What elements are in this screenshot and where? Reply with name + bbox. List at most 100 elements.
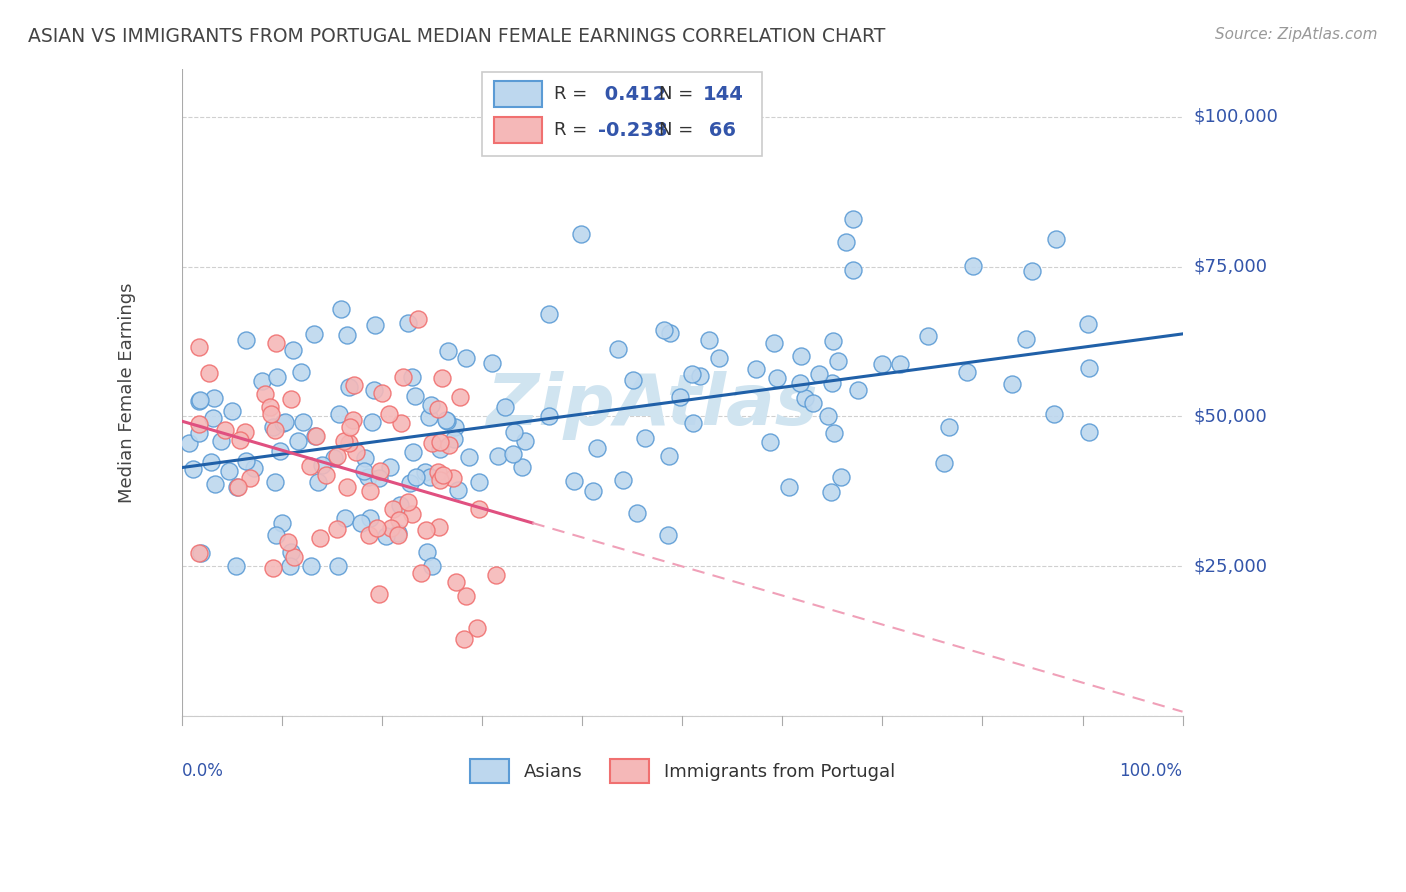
Point [387, 526, 409, 541]
Point [235, 333, 257, 347]
Point [538, 409, 561, 423]
Text: ASIAN VS IMMIGRANTS FROM PORTUGAL MEDIAN FEMALE EARNINGS CORRELATION CHART: ASIAN VS IMMIGRANTS FROM PORTUGAL MEDIAN… [28, 27, 886, 45]
Point [388, 513, 411, 527]
Point [494, 400, 516, 414]
Text: Median Female Earnings: Median Female Earnings [118, 282, 136, 503]
Point [188, 339, 211, 353]
Text: $75,000: $75,000 [1194, 258, 1268, 276]
Point [872, 357, 894, 371]
Point [626, 506, 648, 520]
Point [177, 435, 200, 450]
Point [790, 349, 813, 363]
Point [444, 574, 467, 589]
Point [396, 317, 419, 331]
Legend: Asians, Immigrants from Portugal: Asians, Immigrants from Portugal [461, 750, 904, 792]
Point [278, 559, 301, 574]
Point [420, 435, 443, 450]
Point [353, 465, 375, 479]
Point [1021, 263, 1043, 277]
Point [689, 369, 711, 384]
Point [419, 470, 441, 484]
Point [399, 475, 422, 490]
Text: 100.0%: 100.0% [1119, 762, 1182, 780]
Point [264, 528, 287, 542]
Point [842, 262, 865, 277]
Point [361, 415, 384, 429]
Point [381, 502, 404, 516]
Point [429, 442, 451, 456]
Point [221, 403, 243, 417]
Point [427, 401, 450, 416]
Point [242, 461, 264, 475]
Text: 0.412: 0.412 [599, 85, 666, 104]
Point [263, 419, 285, 434]
Point [323, 450, 346, 465]
Point [449, 390, 471, 404]
Point [801, 395, 824, 409]
Point [262, 561, 284, 575]
Point [202, 411, 225, 425]
Point [437, 438, 460, 452]
Point [621, 373, 644, 387]
Point [209, 434, 232, 448]
Point [430, 370, 453, 384]
Point [190, 545, 212, 559]
Point [328, 559, 350, 574]
Text: $50,000: $50,000 [1194, 408, 1267, 425]
Point [443, 432, 465, 446]
Point [226, 480, 249, 494]
Point [1045, 231, 1067, 245]
Point [378, 460, 401, 475]
Point [375, 529, 398, 543]
Point [336, 480, 359, 494]
Point [418, 409, 440, 424]
Point [389, 498, 412, 512]
Point [363, 383, 385, 397]
Point [481, 356, 503, 370]
Point [333, 511, 356, 525]
Point [1077, 317, 1099, 331]
Point [453, 632, 475, 646]
Point [766, 370, 789, 384]
Point [1077, 425, 1099, 439]
Point [328, 407, 350, 421]
Point [569, 227, 592, 242]
Point [389, 416, 412, 430]
Point [634, 431, 657, 445]
Text: 144: 144 [703, 85, 744, 104]
Point [938, 420, 960, 434]
Point [962, 260, 984, 274]
Point [659, 326, 682, 340]
Point [759, 435, 782, 450]
Point [270, 516, 292, 530]
Text: Source: ZipAtlas.com: Source: ZipAtlas.com [1215, 27, 1378, 42]
Text: $25,000: $25,000 [1194, 558, 1268, 575]
Point [392, 370, 415, 384]
Point [457, 450, 479, 464]
Point [485, 568, 508, 582]
Text: $100,000: $100,000 [1194, 108, 1278, 126]
Point [406, 312, 429, 326]
Point [204, 476, 226, 491]
Point [277, 535, 299, 549]
Point [889, 358, 911, 372]
Text: N =: N = [659, 121, 699, 139]
Point [309, 531, 332, 545]
Text: -0.238: -0.238 [599, 120, 668, 139]
Point [269, 443, 291, 458]
Point [432, 468, 454, 483]
Point [260, 407, 283, 421]
Point [502, 447, 524, 461]
Point [368, 464, 391, 478]
Point [823, 425, 845, 440]
Point [1015, 332, 1038, 346]
Point [830, 470, 852, 484]
Point [778, 480, 800, 494]
Point [359, 511, 381, 525]
Point [682, 416, 704, 430]
Point [280, 392, 302, 406]
Point [305, 429, 328, 443]
Point [350, 516, 373, 530]
Point [426, 466, 449, 480]
Point [214, 423, 236, 437]
